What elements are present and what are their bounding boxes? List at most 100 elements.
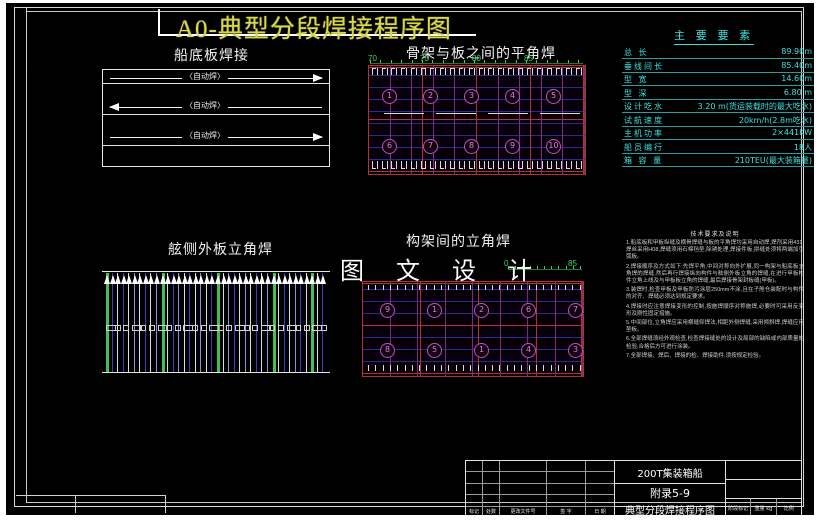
frame-stub — [499, 285, 501, 290]
sequence-marker[interactable]: 5 — [546, 89, 561, 104]
stiffener-flange — [449, 168, 454, 169]
bracket-marker — [174, 325, 181, 331]
weld-direction-arrow-icon — [115, 275, 122, 284]
sequence-marker[interactable]: 6 — [521, 303, 536, 318]
stiffener-flange — [575, 68, 580, 69]
stiffener-line — [289, 273, 291, 372]
stiffener-stub — [580, 161, 582, 169]
station-tick — [572, 266, 574, 270]
stiffener-line — [222, 273, 224, 372]
sequence-marker[interactable]: 9 — [505, 139, 520, 154]
bottom-plate-divider — [102, 145, 330, 146]
station-tick — [494, 60, 496, 64]
sequence-marker[interactable]: 7 — [568, 303, 583, 318]
station-tick — [515, 60, 517, 64]
stiffener-stub — [459, 161, 461, 169]
sequence-marker[interactable]: 4 — [521, 343, 536, 358]
bracket-marker — [200, 325, 207, 331]
grid-line-vertical-red — [368, 65, 369, 175]
grid-line-vertical-red — [536, 281, 537, 377]
bracket-marker — [123, 325, 130, 331]
grid-line-horizontal — [362, 361, 584, 362]
stiffener-line — [194, 273, 196, 372]
weld-direction-arrow-icon — [276, 275, 283, 284]
sequence-marker[interactable]: 2 — [423, 89, 438, 104]
sequence-marker[interactable]: 8 — [380, 343, 395, 358]
frame-stub — [419, 365, 421, 371]
grid-line-vertical — [562, 65, 563, 175]
stiffener-line — [172, 273, 174, 372]
sequence-marker[interactable]: 4 — [505, 89, 520, 104]
sequence-marker[interactable]: 2 — [474, 303, 489, 318]
stiffener-line — [266, 273, 268, 372]
frame-stub — [433, 285, 435, 290]
frame-stub — [368, 285, 369, 290]
sequence-marker[interactable]: 8 — [464, 139, 479, 154]
sequence-marker[interactable]: 3 — [464, 89, 479, 104]
stiffener-flange — [488, 68, 493, 69]
stiffener-line — [233, 273, 235, 372]
grid-line-vertical — [555, 281, 556, 377]
stiffener-stub — [483, 161, 485, 169]
note-item: 5.中间部位,立角焊应采用横缝仰焊法,相距外侧焊缝,采用倾斜焊,焊缝应用垫板。 — [626, 320, 804, 334]
stiffener-stub — [512, 68, 514, 75]
arrow-left-icon — [109, 103, 119, 111]
sequence-marker[interactable]: 6 — [382, 139, 397, 154]
element-row: 垂线间长 85.40m — [622, 61, 814, 73]
stiffener-stub — [405, 68, 407, 75]
stiffener-stub — [459, 68, 461, 75]
sequence-marker[interactable]: 10 — [546, 139, 561, 154]
notes-items: 1.船底板和甲板纵缝及横骨焊缝与板的平角焊均采用自动焊,焊剂采用431,焊丝采用… — [626, 240, 804, 360]
weld-direction-arrow-icon — [226, 275, 233, 284]
stiffener-stub — [488, 161, 490, 169]
frame-stub — [528, 365, 530, 371]
stiffener-stub — [473, 68, 475, 75]
col-header-change-doc: 更改文件号 — [500, 506, 547, 515]
panel-frame-vertical-fillet[interactable]: 9 1 2 6 7 8 5 1 4 3 — [362, 281, 584, 377]
stiffener-flange — [546, 168, 551, 169]
panel-flat-fillet-weld[interactable]: 1 2 3 4 5 6 7 8 9 10 — [368, 65, 586, 175]
stiffener-stub — [449, 68, 451, 75]
bottom-left-frame-box — [16, 495, 166, 513]
stiffener-stub — [420, 161, 422, 169]
sequence-marker[interactable]: 9 — [380, 303, 395, 318]
element-row: 箱 容 量 210TEU(最大装箱量) — [622, 155, 814, 167]
frame-corner-tab — [14, 7, 27, 69]
title-block[interactable]: 标记 处数 更改文件号 签 字 日 期 200T集装箱船 附录5-9 典型分段焊… — [465, 460, 802, 515]
grid-line-vertical-red — [530, 65, 531, 175]
weld-run-line — [540, 113, 580, 114]
panel-shell-vertical-fillet[interactable] — [102, 263, 330, 373]
weld-direction-arrow-icon — [126, 275, 133, 284]
sequence-marker[interactable]: 1 — [427, 303, 442, 318]
revision-row — [466, 461, 614, 473]
grid-line-vertical — [527, 281, 528, 377]
weld-direction-arrow-icon — [287, 275, 294, 284]
bracket-marker — [321, 325, 327, 331]
stiffener-stub — [386, 161, 388, 169]
grid-line-horizontal — [362, 313, 584, 314]
station-tick — [453, 60, 455, 64]
stiffener-flange — [517, 68, 522, 69]
frame-stub — [375, 365, 377, 371]
sequence-marker[interactable]: 1 — [474, 343, 489, 358]
sequence-marker[interactable]: 3 — [568, 343, 583, 358]
bracket-marker — [295, 325, 302, 331]
cad-drawing-canvas[interactable]: A0-典型分段焊接程序图 船底板焊接 〈自动焊〉 〈自动焊〉 〈自动焊〉 骨架与… — [6, 3, 814, 515]
station-tick — [380, 60, 382, 64]
stiffener-stub — [444, 161, 446, 169]
stiffener-stub — [415, 161, 417, 169]
stiffener-stub — [372, 68, 373, 75]
frame-stub — [477, 285, 479, 290]
stiffener-stub — [444, 68, 446, 75]
stiffener-flange — [459, 68, 464, 69]
grid-line-vertical — [411, 65, 412, 175]
panel-bottom-plate-welding[interactable]: 〈自动焊〉 〈自动焊〉 〈自动焊〉 — [102, 69, 330, 167]
element-key: 船员编行 — [624, 142, 664, 152]
sequence-marker[interactable]: 5 — [427, 343, 442, 358]
stiffener-stub — [536, 68, 538, 75]
station-tick — [442, 60, 444, 64]
sequence-marker[interactable]: 7 — [423, 139, 438, 154]
frame-stub — [572, 365, 574, 371]
sequence-marker[interactable]: 1 — [382, 89, 397, 104]
note-item: 7.全部焊接、焊后、焊接的检、焊接助件,须按规定检验。 — [626, 352, 765, 359]
